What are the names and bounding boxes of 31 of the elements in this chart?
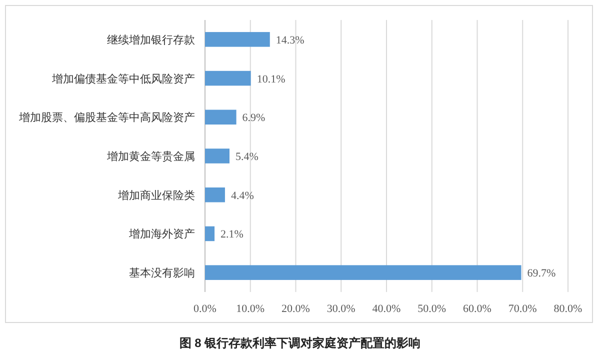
x-tick-label: 40.0% — [372, 303, 401, 315]
data-label: 6.9% — [242, 112, 266, 124]
y-tick-label: 继续增加银行存款 — [107, 33, 195, 46]
data-label: 69.7% — [527, 268, 556, 280]
x-tick-label: 10.0% — [236, 303, 265, 315]
y-tick-label: 增加黄金等贵金属 — [106, 150, 195, 163]
bar — [205, 265, 522, 280]
bar — [205, 226, 215, 242]
x-tick-label: 50.0% — [418, 303, 446, 315]
y-tick-label: 增加股票、偏股基金等中高风险资产 — [18, 111, 195, 124]
y-tick-label: 基本没有影响 — [129, 266, 195, 280]
bar — [205, 32, 270, 47]
x-tick-label: 70.0% — [508, 303, 537, 315]
x-tick-label: 0.0% — [194, 303, 216, 315]
bar — [205, 148, 230, 164]
bar — [205, 110, 236, 125]
y-tick-label: 增加偏债基金等中低风险资产 — [51, 72, 195, 86]
data-label: 14.3% — [276, 34, 304, 46]
bar — [205, 70, 251, 86]
data-label: 5.4% — [236, 151, 258, 163]
data-label: 10.1% — [256, 73, 286, 86]
x-tick-label: 20.0% — [282, 303, 310, 315]
data-label: 2.1% — [220, 228, 244, 241]
x-tick-label: 80.0% — [554, 303, 582, 315]
x-tick-label: 30.0% — [326, 303, 356, 315]
y-tick-label: 增加商业保险类 — [117, 188, 195, 202]
x-tick-label: 60.0% — [463, 303, 492, 315]
text: 图 8 银行存款利率下调对家庭资产配置的影响 — [179, 336, 421, 350]
bar — [205, 187, 225, 202]
data-label: 4.4% — [230, 190, 254, 202]
y-tick-label: 增加海外资产 — [128, 228, 195, 241]
